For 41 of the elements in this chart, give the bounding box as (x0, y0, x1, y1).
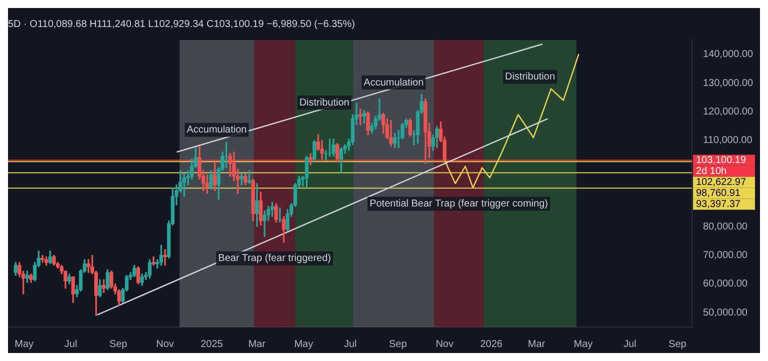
band-label: Bear Trap (fear triggered) (218, 253, 331, 264)
x-tick-label: May (294, 338, 314, 350)
x-tick-label: Sep (388, 338, 408, 350)
band-label: Potential Bear Trap (fear trigger coming) (370, 198, 548, 210)
candlestick (86, 259, 90, 273)
x-tick-label: Mar (248, 338, 266, 350)
y-tick-label: 120,000.00 (703, 106, 754, 118)
x-tick-label: Mar (528, 338, 546, 350)
y-tick-label: 140,000.00 (703, 49, 754, 60)
y-tick-label: 60,000.00 (703, 278, 748, 290)
candlestick (152, 256, 156, 266)
candlestick (389, 120, 393, 147)
y-tick-label: 130,000.00 (703, 78, 754, 89)
x-tick-label: May (574, 338, 593, 350)
chart-title: 5D · O110,089.68 H111,240.81 L102,929.34 C103,100.19 −6,989.50 (−6.35%) (8, 18, 355, 30)
x-tick-label: Jul (64, 338, 78, 350)
y-tick-label: 70,000.00 (703, 250, 748, 261)
x-tick-label: Nov (156, 338, 174, 350)
x-tick-label: Sep (668, 338, 687, 350)
x-tick-label: Jul (624, 338, 636, 350)
x-tick-label: Sep (109, 338, 128, 350)
x-tick-label: May (14, 338, 34, 350)
y-tick-label: 110,000.00 (703, 135, 753, 146)
ref-line-label: 93,397.37 (696, 199, 741, 210)
x-tick-label: Nov (436, 338, 454, 350)
y-tick-label: 80,000.00 (703, 221, 748, 232)
ref-line-label: 103,100.19 (696, 155, 746, 166)
text: 2d 10h (696, 166, 727, 177)
candlestick (40, 254, 44, 263)
y-tick-label: 50,000.00 (703, 307, 748, 318)
x-tick-label: Jul (344, 338, 357, 350)
ref-line-label: 102,622.97 (696, 177, 746, 188)
band-label: Accumulation (364, 77, 424, 88)
candlestick (163, 249, 167, 266)
x-tick-label: 2025 (200, 338, 224, 350)
band-label: Distribution (504, 72, 556, 83)
ref-line-label: 98,760.91 (696, 188, 741, 199)
band-label: Accumulation (186, 124, 247, 136)
x-tick-label: 2026 (480, 338, 503, 350)
candlestick (308, 153, 312, 166)
band-label: Distribution (299, 97, 350, 108)
